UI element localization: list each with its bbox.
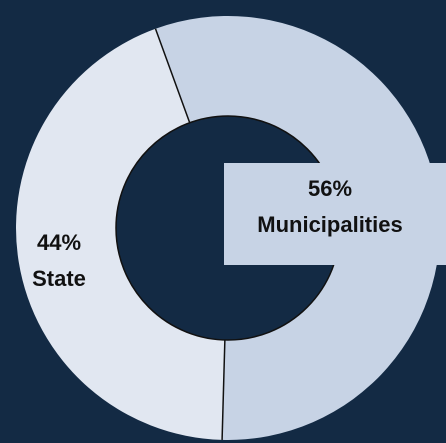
data-label-background-municipalities [224, 163, 446, 265]
slice-municipalities [155, 16, 440, 441]
slice-separator [221, 339, 226, 440]
slice-state [15, 28, 225, 440]
data-label-category-municipalities: Municipalities [257, 212, 402, 237]
slice-separator [154, 28, 191, 124]
data-label-category-state: State [32, 266, 86, 291]
data-label-value-state: 44% [37, 230, 81, 255]
data-label-value-municipalities: 56% [308, 176, 352, 201]
labels-group: 56% Municipalities 44% State [32, 163, 446, 291]
